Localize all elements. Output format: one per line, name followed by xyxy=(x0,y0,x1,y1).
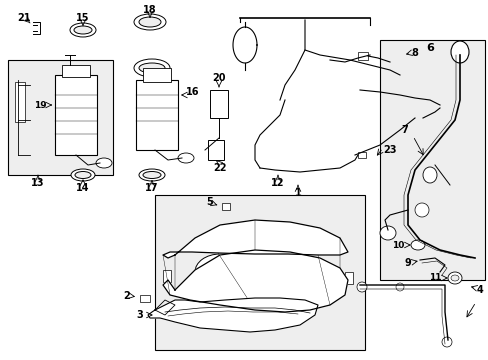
Ellipse shape xyxy=(450,41,468,63)
Text: 19: 19 xyxy=(34,100,46,109)
Bar xyxy=(357,152,365,158)
Bar xyxy=(8,60,113,175)
Ellipse shape xyxy=(139,169,164,181)
Polygon shape xyxy=(163,250,347,312)
Ellipse shape xyxy=(414,203,428,217)
Bar xyxy=(414,115,422,121)
Bar xyxy=(142,68,171,82)
Text: 16: 16 xyxy=(186,87,199,97)
Ellipse shape xyxy=(134,59,170,77)
Ellipse shape xyxy=(332,279,346,291)
Ellipse shape xyxy=(195,254,244,290)
Polygon shape xyxy=(163,220,347,258)
Text: 14: 14 xyxy=(76,183,90,193)
Ellipse shape xyxy=(395,283,403,291)
Bar xyxy=(155,195,364,350)
Text: 2: 2 xyxy=(123,291,130,301)
Text: 18: 18 xyxy=(143,5,157,15)
Text: 13: 13 xyxy=(31,178,45,188)
Ellipse shape xyxy=(272,259,316,291)
Bar xyxy=(379,40,484,280)
Bar xyxy=(55,75,97,155)
Ellipse shape xyxy=(379,226,395,240)
Bar xyxy=(136,80,178,150)
Text: 15: 15 xyxy=(76,13,90,23)
Text: 6: 6 xyxy=(425,43,433,53)
Bar xyxy=(345,272,352,284)
Text: 20: 20 xyxy=(212,73,225,83)
Text: 5: 5 xyxy=(206,197,213,207)
Text: 21: 21 xyxy=(17,13,31,23)
Text: 17: 17 xyxy=(145,183,159,193)
Ellipse shape xyxy=(139,63,164,73)
Text: 11: 11 xyxy=(428,274,440,283)
Text: 7: 7 xyxy=(401,125,407,135)
Ellipse shape xyxy=(139,17,161,27)
Text: 23: 23 xyxy=(383,145,396,155)
Ellipse shape xyxy=(271,303,287,313)
Ellipse shape xyxy=(74,26,92,34)
Ellipse shape xyxy=(202,259,238,285)
Text: 10: 10 xyxy=(391,240,404,249)
Polygon shape xyxy=(148,298,317,332)
Ellipse shape xyxy=(447,272,461,284)
Bar xyxy=(15,82,25,122)
Ellipse shape xyxy=(96,158,112,168)
Bar xyxy=(62,65,90,77)
Bar xyxy=(163,270,171,282)
Bar xyxy=(209,90,227,118)
Ellipse shape xyxy=(75,171,91,179)
Ellipse shape xyxy=(71,169,95,181)
Bar xyxy=(222,203,229,210)
Text: 1: 1 xyxy=(294,188,301,198)
Ellipse shape xyxy=(441,337,451,347)
Ellipse shape xyxy=(134,14,165,30)
Text: 22: 22 xyxy=(213,163,226,173)
Text: 4: 4 xyxy=(476,285,482,295)
Ellipse shape xyxy=(410,240,424,250)
Text: 12: 12 xyxy=(271,178,284,188)
Bar xyxy=(389,58,397,65)
Bar xyxy=(357,52,367,60)
Ellipse shape xyxy=(142,171,161,179)
Ellipse shape xyxy=(70,23,96,37)
Text: 8: 8 xyxy=(411,48,418,58)
Text: 9: 9 xyxy=(404,258,410,268)
Ellipse shape xyxy=(422,167,436,183)
Bar xyxy=(394,52,402,58)
Ellipse shape xyxy=(178,153,194,163)
Bar xyxy=(207,140,224,160)
Ellipse shape xyxy=(356,282,366,292)
Ellipse shape xyxy=(450,275,458,281)
Text: 3: 3 xyxy=(136,310,143,320)
Bar xyxy=(140,295,150,302)
